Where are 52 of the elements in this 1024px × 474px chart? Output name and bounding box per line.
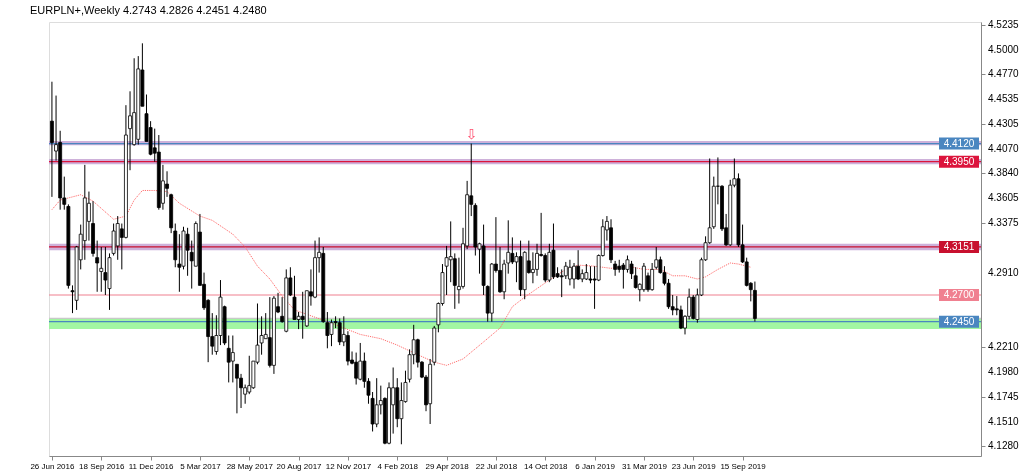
x-tick-label: 28 May 2017	[226, 461, 274, 471]
candlestick	[235, 363, 239, 414]
y-tick-label: 4.5235	[988, 18, 1020, 30]
y-tick-label: 4.2910	[988, 266, 1020, 278]
y-tick-label: 4.2210	[988, 341, 1020, 353]
x-tick-label: 31 Mar 2019	[621, 461, 668, 471]
candlestick	[354, 352, 359, 386]
x-tick-label: 15 Sep 2019	[720, 461, 767, 471]
y-tick-label: 4.3605	[988, 192, 1020, 204]
candlestick	[650, 262, 655, 292]
ref-line-label: 4.3950	[943, 155, 975, 167]
annotation: ⇩	[465, 125, 478, 142]
x-tick-label: 12 Nov 2017	[325, 461, 372, 471]
x-tick-label: 26 Jun 2016	[30, 461, 75, 471]
x-tick-label: 5 Mar 2017	[180, 461, 222, 471]
x-tick-label: 22 Jul 2018	[475, 461, 518, 471]
x-tick-label: 6 Jan 2019	[575, 461, 616, 471]
line-series	[51, 189, 752, 366]
candlestick	[230, 335, 235, 383]
ref-line-label: 4.4120	[943, 137, 975, 149]
y-tick-label: 4.1510	[988, 415, 1020, 427]
x-tick-label: 14 Oct 2018	[523, 461, 569, 471]
y-tick-label: 4.3840	[988, 167, 1020, 179]
candlestick	[95, 240, 100, 293]
y-tick-label: 4.4535	[988, 93, 1020, 105]
y-tick-label: 4.4070	[988, 142, 1020, 154]
y-tick-label: 4.5000	[988, 43, 1020, 55]
candlestick	[103, 246, 108, 296]
y-tick-label: 4.3375	[988, 217, 1020, 228]
candlestick	[568, 259, 572, 286]
x-tick-label: 11 Dec 2016	[128, 461, 175, 471]
y-tick-label: 4.1745	[988, 390, 1020, 402]
x-tick-label: 20 Aug 2017	[276, 461, 323, 471]
candlestick	[642, 262, 646, 293]
chart-title: EURPLN+,Weekly 4.2743 4.2826 4.2451 4.2480	[29, 3, 267, 16]
ref-line-label: 4.2450	[943, 315, 975, 327]
candlestick	[621, 262, 626, 290]
y-tick-label: 4.1980	[988, 365, 1020, 377]
x-tick-label: 29 Apr 2018	[425, 461, 470, 471]
x-tick-label: 18 Sep 2016	[79, 461, 126, 471]
y-tick-label: 4.1280	[988, 440, 1020, 452]
x-tick-label: 23 Jun 2019	[671, 461, 717, 471]
ref-line-label: 4.2700	[943, 288, 975, 300]
x-tick-label: 4 Feb 2018	[377, 461, 419, 471]
y-tick-label: 4.4770	[988, 68, 1020, 80]
candlestick	[572, 262, 576, 290]
y-tick-label: 4.4305	[988, 117, 1020, 129]
ref-line-label: 4.3151	[943, 240, 975, 252]
candlestick	[374, 377, 379, 428]
candlestick	[329, 319, 334, 347]
candlestick	[50, 81, 54, 198]
candlestick	[358, 342, 363, 381]
